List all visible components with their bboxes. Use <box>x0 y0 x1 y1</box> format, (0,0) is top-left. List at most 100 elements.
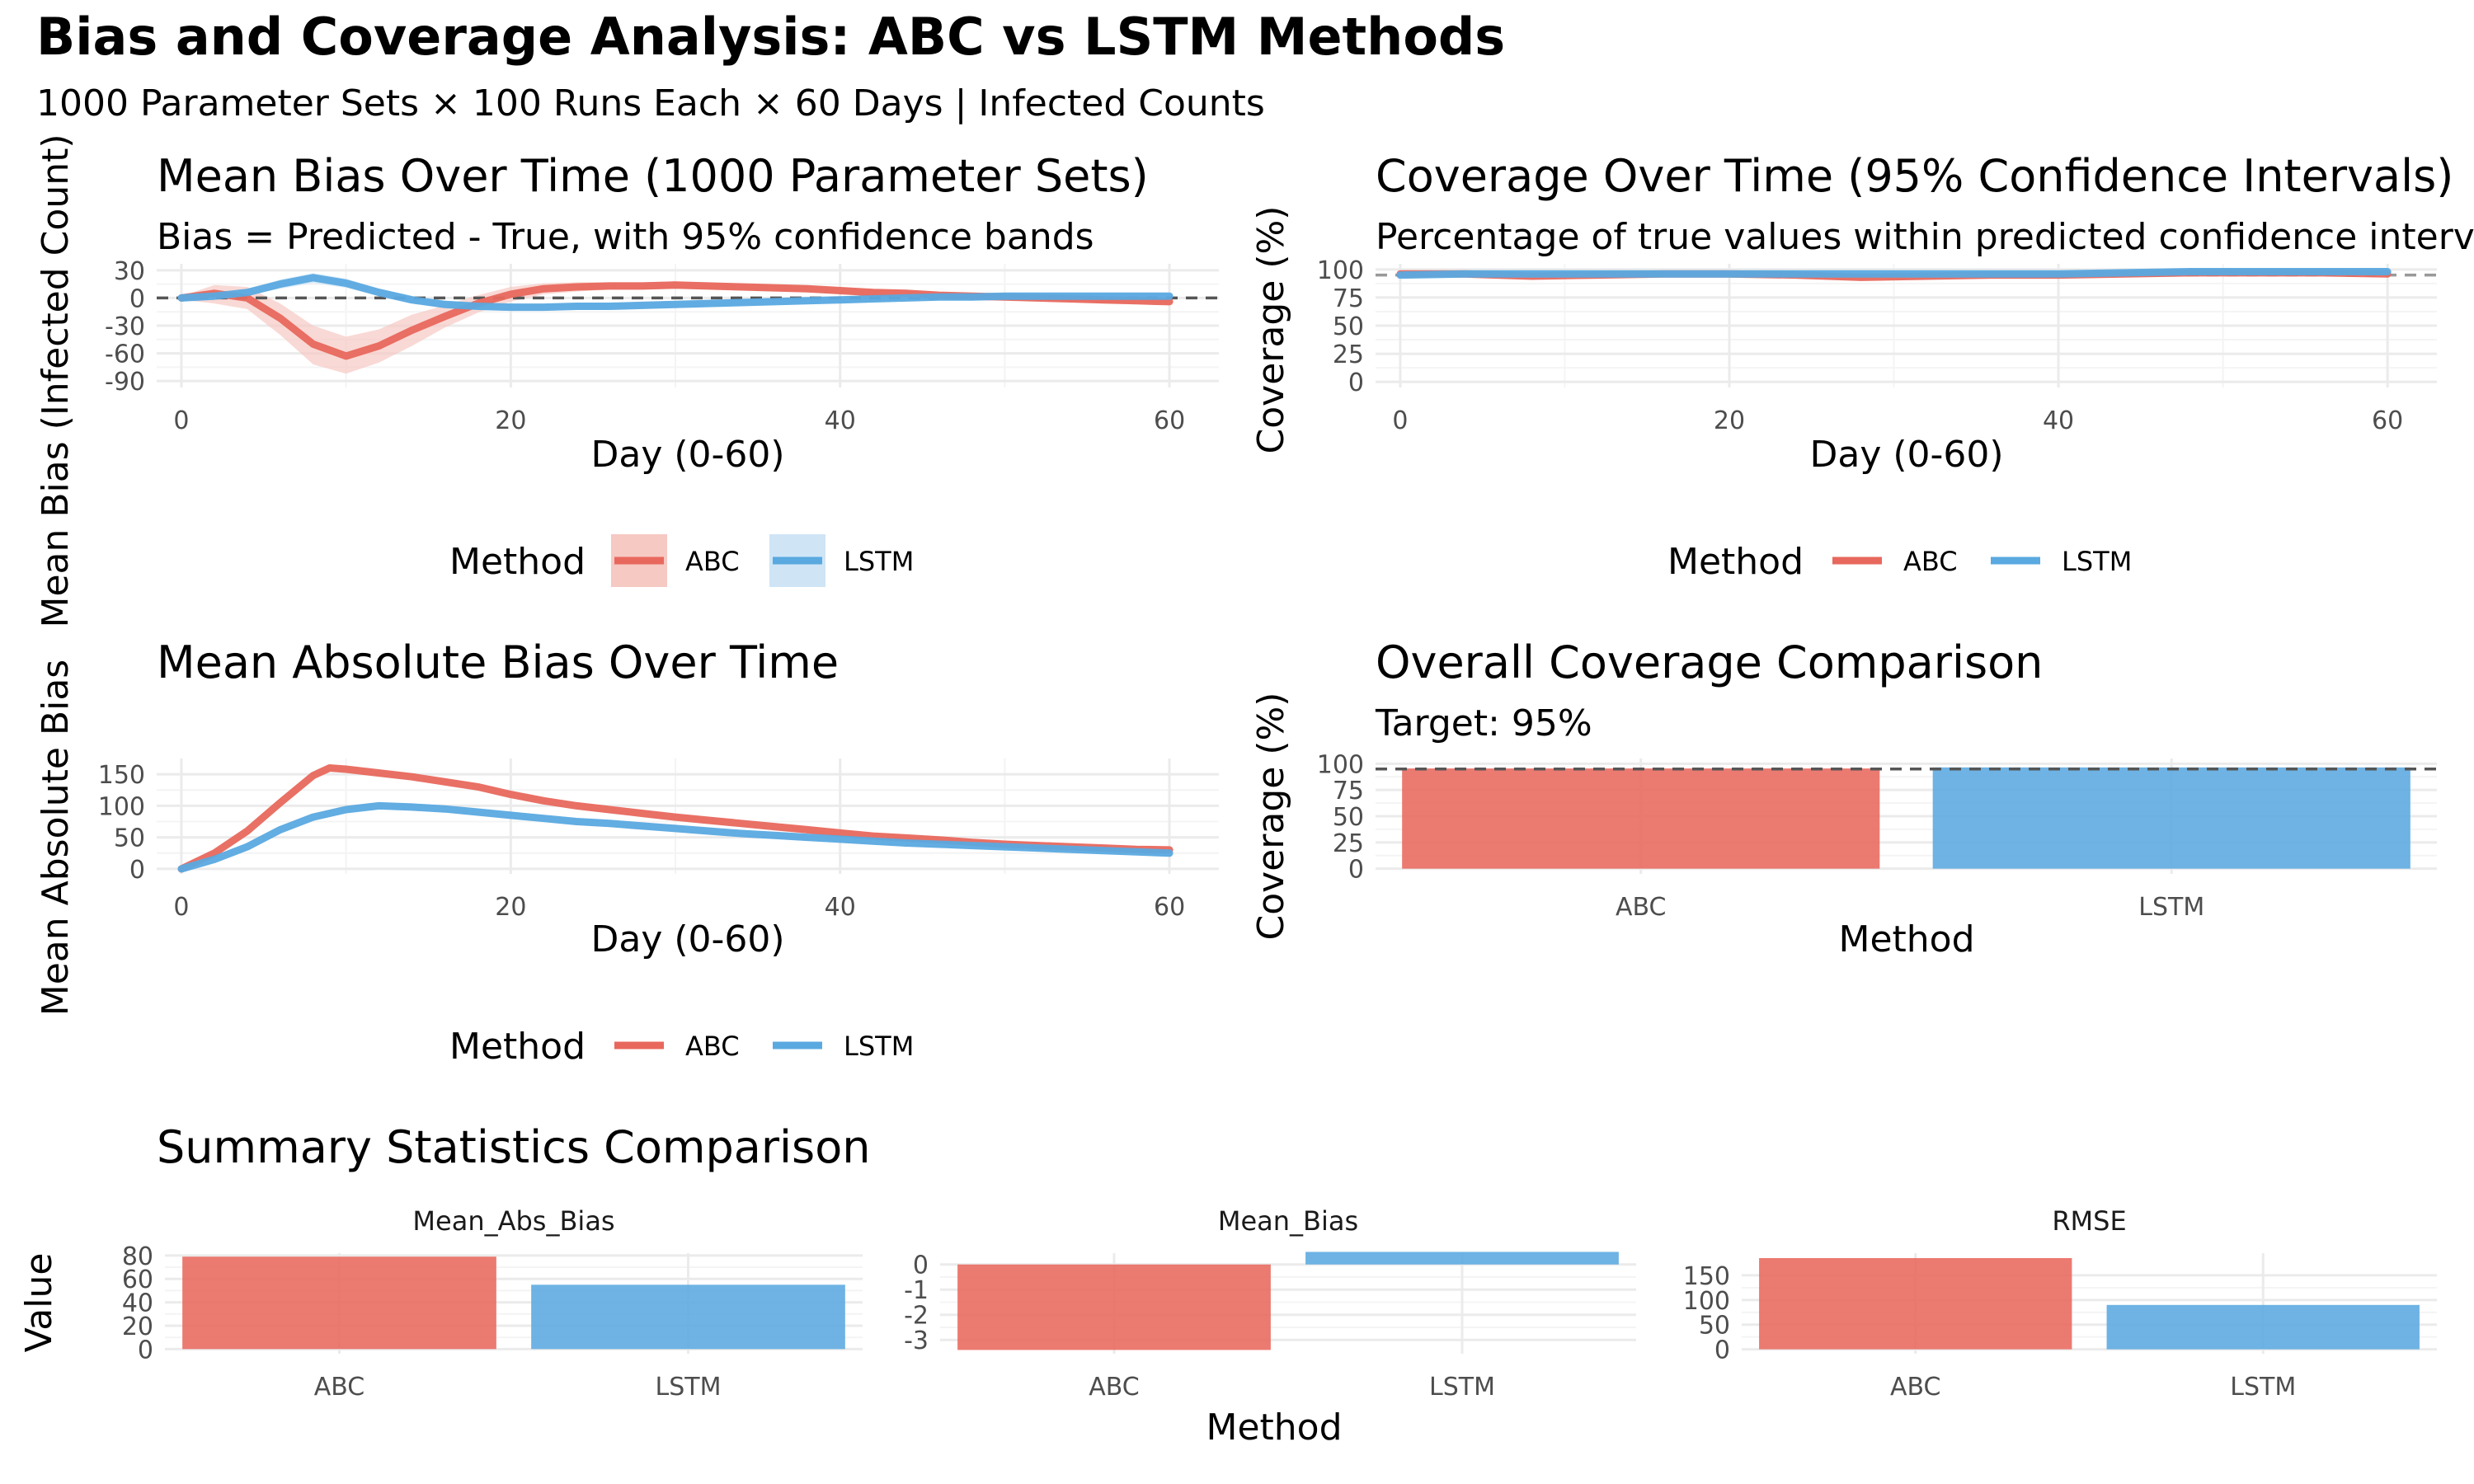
y-tick-label: -2 <box>904 1302 929 1331</box>
y-tick-label: 0 <box>138 1336 153 1364</box>
y-tick-label: -60 <box>105 340 145 369</box>
legend-title: Method <box>449 541 586 583</box>
x-tick-label: 0 <box>1392 406 1408 435</box>
x-tick-label: ABC <box>1089 1373 1140 1402</box>
x-axis-label: Day (0-60) <box>1809 434 2003 476</box>
legend-label: ABC <box>1903 546 1958 577</box>
y-axis-label: Mean Bias (Infected Count) <box>35 134 77 627</box>
x-tick-label: 60 <box>1154 893 1185 922</box>
y-tick-label: 0 <box>1348 369 1364 397</box>
x-tick-label: 0 <box>173 406 189 435</box>
y-tick-label: 100 <box>98 792 145 821</box>
y-tick-label: 50 <box>114 824 145 853</box>
legend-title: Method <box>449 1026 586 1068</box>
legend-key-abc: ABC <box>1832 546 1958 577</box>
x-tick-label: ABC <box>1890 1373 1941 1402</box>
y-tick-label: 100 <box>1683 1287 1730 1316</box>
x-tick-label: LSTM <box>2230 1373 2296 1402</box>
y-tick-label: 150 <box>1683 1262 1730 1291</box>
panel-title: Summary Statistics Comparison <box>157 1121 870 1173</box>
y-tick-label: 150 <box>98 761 145 790</box>
bar-abc <box>957 1264 1271 1350</box>
legend-key-lstm: LSTM <box>769 534 914 587</box>
y-tick-label: 50 <box>1333 312 1364 341</box>
x-tick-label: 40 <box>2043 406 2074 435</box>
bar-lstm <box>2106 1304 2420 1350</box>
x-tick-label: 20 <box>495 893 526 922</box>
y-tick-label: 80 <box>122 1242 153 1271</box>
x-axis-label: Day (0-60) <box>590 434 784 476</box>
y-tick-label: 50 <box>1333 803 1364 832</box>
y-tick-label: 30 <box>114 257 145 286</box>
series-line-lstm <box>177 801 1174 873</box>
x-axis-label: Method <box>1206 1407 1342 1449</box>
panel-title: Overall Coverage Comparison <box>1376 636 2043 688</box>
y-axis-label: Value <box>18 1253 60 1353</box>
facet-strip-label: Mean_Bias <box>1218 1205 1358 1237</box>
y-tick-label: 60 <box>122 1266 153 1294</box>
x-tick-label: 0 <box>173 893 189 922</box>
panel-subtitle: Bias = Predicted - True, with 95% confid… <box>157 216 1094 258</box>
panel-subtitle: Percentage of true values within predict… <box>1376 216 2474 258</box>
legend-key-lstm: LSTM <box>773 1031 914 1062</box>
y-tick-label: 50 <box>1699 1312 1730 1341</box>
x-axis-label: Method <box>1838 918 1974 960</box>
figure-title: Bias and Coverage Analysis: ABC vs LSTM … <box>36 7 1505 67</box>
x-tick-label: 40 <box>825 406 856 435</box>
legend-label: ABC <box>685 546 740 577</box>
x-tick-label: 40 <box>825 893 856 922</box>
bar-lstm <box>1932 767 2411 869</box>
x-tick-label: ABC <box>314 1373 365 1402</box>
facet-mean_bias: Mean_Bias 0-1-2-3 ABC LSTM <box>904 1205 1636 1402</box>
x-tick-label: LSTM <box>656 1373 722 1402</box>
panel-subtitle: Target: 95% <box>1375 702 1592 744</box>
legend-key-lstm: LSTM <box>1991 546 2132 577</box>
x-tick-label: ABC <box>1616 893 1667 922</box>
y-tick-label: 0 <box>1348 856 1364 885</box>
legend-label: LSTM <box>844 1031 914 1062</box>
y-tick-label: -90 <box>105 368 145 397</box>
bar-lstm <box>531 1284 845 1350</box>
legend-label: LSTM <box>844 546 914 577</box>
panel-title: Mean Absolute Bias Over Time <box>157 636 839 688</box>
y-tick-label: 100 <box>1317 256 1364 285</box>
x-tick-label: LSTM <box>2138 893 2204 922</box>
panel-summary: Summary Statistics Comparison Value Method… <box>18 1121 2437 1449</box>
facet-strip-label: RMSE <box>2052 1205 2126 1237</box>
bar-abc <box>1402 768 1880 869</box>
legend-title: Method <box>1667 541 1804 583</box>
y-axis-label: Coverage (%) <box>1250 693 1292 941</box>
y-tick-label: -1 <box>904 1276 929 1305</box>
series-line-lstm <box>177 274 1174 312</box>
facet-strip-label: Mean_Abs_Bias <box>412 1205 614 1237</box>
x-tick-label: 20 <box>1714 406 1745 435</box>
legend-key-abc: ABC <box>611 534 740 587</box>
series-line-lstm <box>1396 268 2392 279</box>
y-axis-label: Coverage (%) <box>1250 206 1292 454</box>
bar-abc <box>1759 1257 2072 1350</box>
y-tick-label: 20 <box>122 1313 153 1341</box>
y-tick-label: 75 <box>1333 284 1364 313</box>
y-tick-label: 0 <box>913 1252 929 1280</box>
y-axis-label: Mean Absolute Bias <box>35 660 77 1016</box>
y-tick-label: 75 <box>1333 777 1364 805</box>
figure-subtitle: 1000 Parameter Sets × 100 Runs Each × 60… <box>36 82 1265 124</box>
y-tick-label: 25 <box>1333 340 1364 369</box>
y-tick-label: -30 <box>105 312 145 341</box>
y-tick-label: 40 <box>122 1289 153 1318</box>
legend-label: ABC <box>685 1031 740 1062</box>
x-axis-label: Day (0-60) <box>590 918 784 960</box>
panel-title: Coverage Over Time (95% Confidence Inter… <box>1376 150 2453 202</box>
y-tick-label: 0 <box>129 856 145 885</box>
x-tick-label: 20 <box>495 406 526 435</box>
legend-label: LSTM <box>2062 546 2132 577</box>
y-tick-label: 0 <box>1714 1336 1730 1365</box>
bar-abc <box>182 1256 496 1350</box>
